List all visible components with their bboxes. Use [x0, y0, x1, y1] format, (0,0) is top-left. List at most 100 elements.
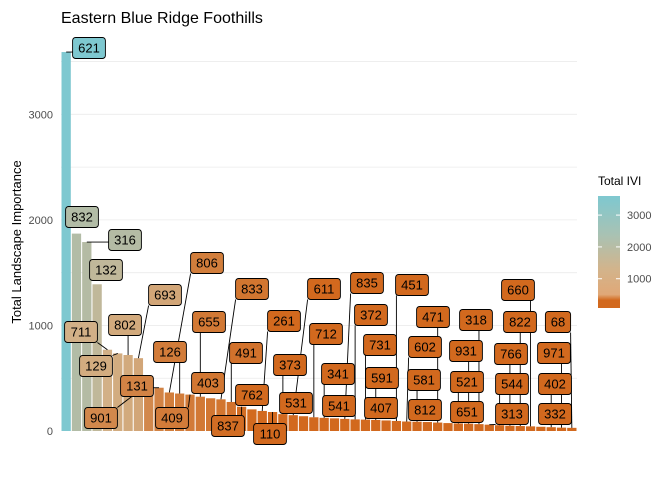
- label-leader: [112, 352, 118, 356]
- bar-label: 832: [71, 210, 93, 225]
- bar: [381, 420, 391, 431]
- y-axis-title: Total Landscape Importance: [9, 160, 24, 323]
- bar-label-box: [449, 340, 483, 362]
- bar-label-box: [354, 304, 388, 326]
- bar-label-box: [395, 274, 429, 296]
- bar-label-box: [72, 37, 106, 59]
- bar: [453, 423, 463, 431]
- legend-tick-label: 3000: [627, 210, 651, 222]
- bar-label-box: [211, 415, 245, 437]
- y-tick-label: 2000: [29, 215, 53, 227]
- bar: [185, 394, 195, 431]
- bar: [494, 425, 505, 431]
- bar: [360, 419, 371, 431]
- bar-label: 837: [217, 419, 239, 434]
- bar-label: 591: [371, 371, 393, 386]
- bar: [113, 353, 123, 431]
- label-leader: [168, 273, 192, 393]
- bar-label: 341: [327, 367, 349, 382]
- bar: [556, 427, 567, 431]
- bar-label-box: [64, 321, 98, 343]
- bar-label: 812: [414, 403, 436, 418]
- bar-label: 132: [95, 263, 117, 278]
- bar-label: 611: [314, 282, 335, 297]
- bar-label: 806: [196, 256, 218, 271]
- bar-label: 68: [551, 315, 565, 330]
- bar-label-box: [279, 392, 313, 414]
- bar: [433, 422, 443, 431]
- bar: [329, 418, 340, 431]
- bar: [422, 422, 433, 431]
- bar-label-box: [191, 372, 225, 394]
- bar-label: 822: [509, 315, 531, 330]
- chart-title: Eastern Blue Ridge Foothills: [61, 10, 263, 27]
- bar: [391, 420, 402, 431]
- bar-label: 126: [159, 345, 181, 360]
- bar-label: 531: [285, 396, 307, 411]
- bar-label: 471: [422, 310, 444, 325]
- bar: [546, 427, 556, 431]
- bar-label: 491: [235, 346, 257, 361]
- bar-label: 581: [413, 373, 435, 388]
- bar: [257, 410, 267, 431]
- bar: [515, 426, 525, 431]
- legend: Total IVI 1000 2000 3000: [598, 174, 651, 308]
- y-tick-label: 0: [47, 426, 53, 438]
- bar-label-box: [153, 341, 187, 363]
- bar-label: 901: [90, 411, 112, 426]
- bar-label: 403: [197, 376, 219, 391]
- bar-label-box: [364, 397, 398, 419]
- bar-label-box: [65, 206, 99, 228]
- bar: [278, 414, 288, 431]
- bar-label: 131: [126, 379, 148, 394]
- bar-label: 712: [315, 327, 337, 342]
- bar: [195, 396, 205, 431]
- bar-label: 660: [507, 283, 529, 298]
- bar: [484, 424, 494, 431]
- bar: [340, 418, 350, 431]
- bar-label-box: [495, 403, 529, 425]
- y-axis-ticks: 0 1000 2000 3000: [29, 109, 53, 438]
- bar-label-box: [322, 395, 356, 417]
- y-tick-label: 3000: [29, 109, 53, 121]
- bar-label-box: [155, 407, 189, 429]
- bar-label: 544: [501, 377, 523, 392]
- bar: [505, 425, 515, 431]
- bar-label: 313: [501, 407, 523, 422]
- bar-label-box: [544, 311, 572, 333]
- bar-label: 651: [456, 405, 478, 420]
- bar-label-box: [235, 384, 269, 406]
- label-leader: [97, 342, 108, 351]
- bar-label-box: [321, 363, 355, 385]
- bar-label: 833: [241, 282, 263, 297]
- bar-label-box: [108, 314, 142, 336]
- bar-label: 655: [198, 315, 220, 330]
- bar-label-box: [495, 373, 529, 395]
- bar-label-box: [89, 259, 123, 281]
- bar-label-box: [307, 278, 341, 300]
- bar-label-box: [537, 342, 571, 364]
- bar-label-box: [494, 343, 528, 365]
- bar-label-box: [192, 311, 226, 333]
- bar-label: 602: [414, 340, 436, 355]
- bar-label-box: [120, 375, 154, 397]
- bar: [536, 426, 546, 431]
- bar-label-box: [538, 373, 572, 395]
- bar: [288, 415, 298, 431]
- bar: [350, 419, 360, 431]
- bar: [567, 427, 577, 431]
- bar-label: 316: [114, 233, 136, 248]
- bar: [474, 424, 484, 431]
- bar-label: 129: [85, 359, 107, 374]
- bar: [525, 426, 536, 431]
- legend-colorbar: [598, 196, 620, 308]
- bar: [247, 409, 257, 431]
- bar-label: 332: [544, 407, 566, 422]
- bar-label: 402: [544, 377, 566, 392]
- bar-label-box: [363, 334, 397, 356]
- bar-label: 835: [356, 276, 378, 291]
- bar: [371, 419, 381, 431]
- bar-label: 451: [401, 278, 423, 293]
- bar: [309, 417, 319, 431]
- bar-label-box: [267, 310, 301, 332]
